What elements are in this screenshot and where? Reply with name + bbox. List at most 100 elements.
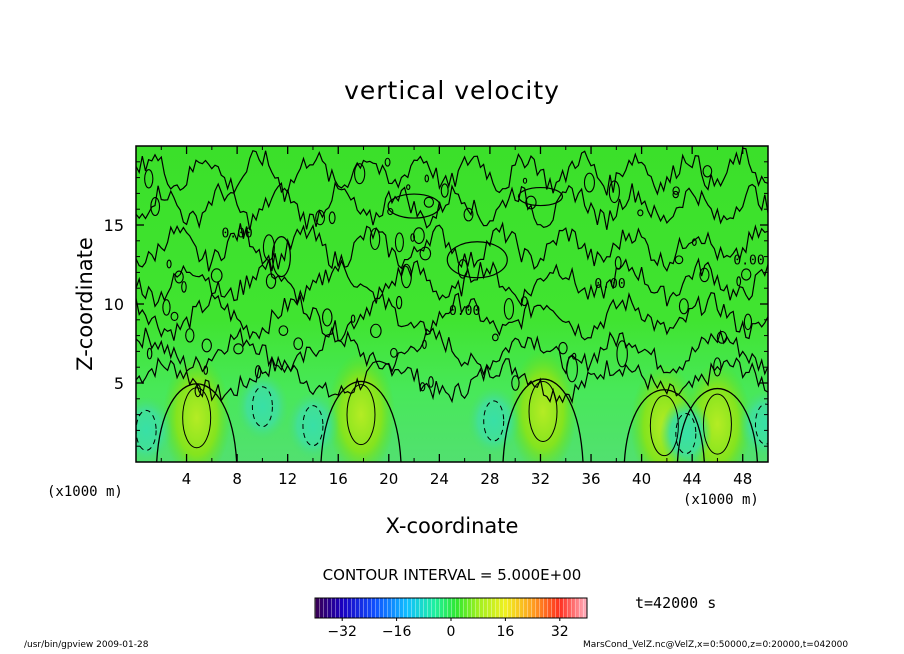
colorbar-tick-label: −16 [382, 624, 412, 640]
contour-cell [713, 357, 722, 377]
contour-loop [271, 236, 291, 278]
downdraft-core [286, 391, 339, 460]
contour-cell [740, 268, 752, 281]
zero-contour-line [136, 257, 768, 308]
contour-cell [674, 255, 684, 265]
contour-cell [672, 190, 679, 199]
contour-cell [413, 227, 425, 245]
downdraft-core [739, 390, 768, 459]
contour-cell [419, 382, 426, 392]
y-tick-label: 10 [104, 295, 124, 314]
updraft-core [162, 355, 231, 462]
contour-cell [315, 209, 326, 226]
contour-cell [262, 234, 275, 261]
contour-cell [146, 347, 153, 360]
downdraft-contour [251, 386, 273, 428]
downdraft-core [467, 386, 520, 455]
x-tick-label: 20 [379, 470, 398, 488]
contour-cell [463, 207, 474, 222]
zero-contour-line [136, 291, 768, 342]
contour-cell [328, 211, 336, 225]
contour-cell [702, 165, 713, 178]
contour-cell [278, 325, 289, 336]
contour-cell [400, 263, 412, 289]
contour-cell [194, 384, 202, 398]
x-tick-label: 40 [632, 470, 651, 488]
downdraft-contour [675, 413, 697, 455]
x-tick-label: 28 [480, 470, 499, 488]
zero-contour-line [136, 147, 768, 196]
z-unit-label: (x1000 m) [47, 484, 123, 500]
colorbar-tick-label: −32 [327, 624, 357, 640]
colorbar-tick-label: 32 [551, 624, 569, 640]
contour-cell [254, 365, 262, 379]
contour-loop [517, 186, 564, 207]
contour-loop [387, 193, 441, 219]
contour-cell [672, 186, 680, 195]
contour-cell [678, 298, 689, 315]
x-tick-label: 32 [531, 470, 550, 488]
y-axis-label: Z-coordinate [73, 237, 97, 371]
contour-cell [384, 157, 391, 167]
contour-cell [511, 375, 520, 391]
zero-contour-line [136, 355, 768, 404]
updraft-contour-inner [346, 384, 376, 446]
contour-cell [350, 314, 356, 323]
downdraft-contour [754, 403, 768, 445]
zero-contour-line [136, 181, 768, 231]
zero-contour-line [136, 221, 768, 273]
contour-cell [233, 343, 244, 355]
colorbar-tick-label: 16 [496, 624, 514, 640]
updraft-contour-inner [649, 395, 679, 457]
contour-cell [410, 233, 416, 242]
contour-cell [390, 347, 398, 358]
contour-cell [293, 337, 304, 351]
contour-cell [265, 273, 277, 289]
contour-cell [428, 376, 434, 388]
contour-cell [492, 333, 499, 342]
x-tick-label: 16 [329, 470, 348, 488]
updraft-contour-inner [182, 387, 212, 449]
contour-cell [181, 281, 187, 293]
y-tick-label: 15 [104, 216, 124, 235]
contour-cell [174, 270, 184, 284]
contour-cell [616, 340, 628, 368]
contour-cell [170, 311, 179, 322]
contour-cell [525, 195, 537, 210]
contour-cell [422, 339, 427, 350]
contour-cell [699, 267, 710, 283]
contour-cell [201, 338, 212, 353]
chart-title: vertical velocity [344, 76, 560, 105]
contour-cell [144, 169, 154, 189]
updraft-core [327, 352, 395, 462]
updraft-contour-inner [528, 380, 558, 442]
colorbar-tick-label: 0 [447, 624, 456, 640]
x-unit-label: (x1000 m) [683, 492, 759, 508]
downdraft-core [659, 399, 712, 462]
contour-cell [503, 298, 515, 320]
time-label: t=42000 s [635, 594, 717, 612]
contour-cell [520, 296, 528, 307]
updraft-contour-outer [320, 381, 402, 462]
contour-cell [743, 313, 753, 331]
colorbar-stripes [315, 598, 587, 618]
contour-cell [736, 276, 742, 287]
contour-cell [558, 341, 568, 355]
updraft-contour-outer [502, 378, 584, 462]
contour-loop [446, 241, 508, 279]
contour-cell [716, 330, 728, 344]
x-tick-label: 48 [733, 470, 752, 488]
contour-value-label: 0.00 [594, 277, 625, 292]
contour-cell [406, 184, 411, 190]
contour-value-label: 0.00 [221, 227, 252, 242]
contour-cell [419, 246, 432, 261]
updraft-contour-outer [676, 388, 759, 462]
contour-cell [370, 323, 382, 339]
contour-interval-label: CONTOUR INTERVAL = 5.000E+00 [322, 566, 582, 584]
footer-command: /usr/bin/gpview 2009-01-28 [24, 640, 149, 650]
contour-cell [608, 180, 620, 204]
contour-cell [583, 172, 595, 193]
contour-cell [691, 238, 697, 246]
downdraft-core [136, 396, 173, 462]
